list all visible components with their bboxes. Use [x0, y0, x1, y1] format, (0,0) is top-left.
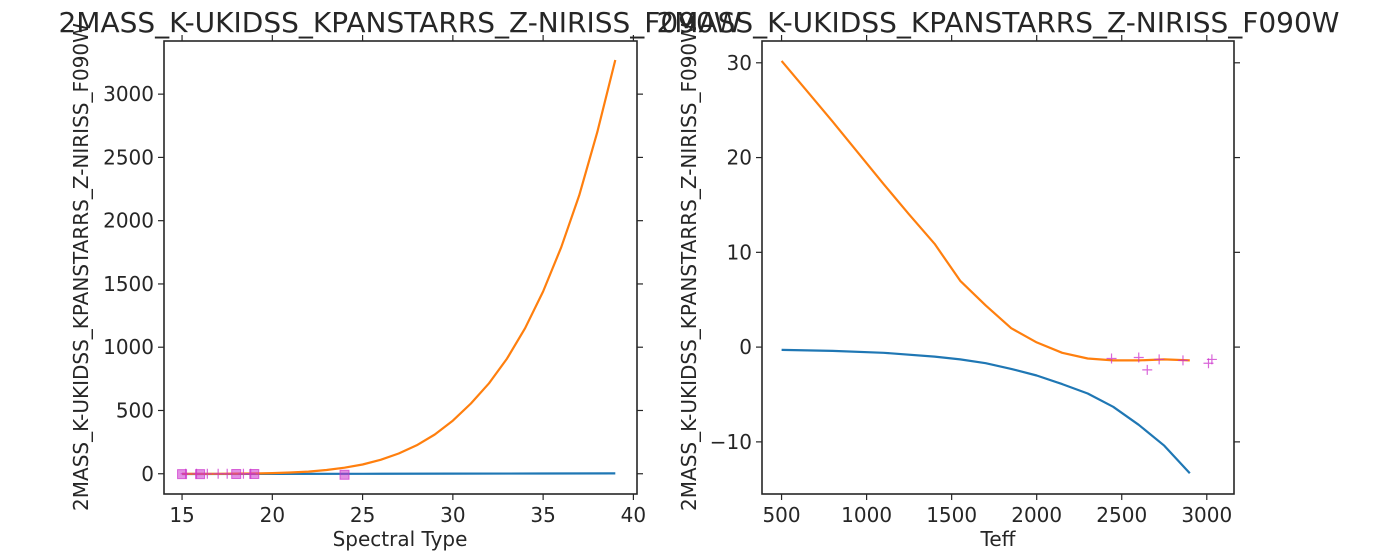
plus-marker: [213, 468, 224, 479]
plus-marker: [202, 468, 213, 479]
x-tick-label: 15: [169, 503, 194, 527]
plus-marker: [1133, 352, 1144, 363]
y-tick-label: 0: [141, 462, 154, 486]
plus-marker: [1206, 354, 1217, 365]
y-tick-label: 20: [727, 146, 752, 170]
plus-marker: [1142, 364, 1153, 375]
plot-area: 500 1000 1500 2000 2500 3000 −10 0 10 20 30: [710, 35, 1240, 527]
series-line-1: [182, 59, 617, 475]
y-axis-label: 2MASS_K-UKIDSS_KPANSTARRS_Z-NIRISS_F090W: [677, 23, 701, 511]
series-line-1: [780, 60, 1190, 362]
plus-marker: [180, 468, 191, 479]
plus-marker: [222, 468, 233, 479]
y-tick-label: 1000: [103, 335, 154, 359]
y-tick-label: 0: [739, 335, 752, 359]
x-tick-label: 30: [440, 503, 465, 527]
chart-teff: 2MASS_K-UKIDSS_KPANSTARRS_Z-NIRISS_F090W…: [656, 6, 1339, 551]
chart-title: 2MASS_K-UKIDSS_KPANSTARRS_Z-NIRISS_F090W: [58, 6, 741, 39]
plus-marker: [245, 468, 256, 479]
y-tick-label: 2500: [103, 145, 154, 169]
y-tick-label: −10: [710, 430, 752, 454]
plot-frame: [163, 40, 638, 495]
chart-spectral-type: 2MASS_K-UKIDSS_KPANSTARRS_Z-NIRISS_F090W…: [58, 6, 741, 551]
x-axis-label: Spectral Type: [333, 527, 468, 551]
x-tick-label: 35: [530, 503, 555, 527]
plus-marker: [191, 468, 202, 479]
plus-marker: [1177, 355, 1188, 366]
x-tick-label: 2500: [1096, 503, 1147, 527]
plus-marker: [1106, 353, 1117, 364]
y-tick-label: 10: [727, 240, 752, 264]
x-tick-label: 1000: [841, 503, 892, 527]
series-line-0: [781, 348, 1191, 474]
chart-title: 2MASS_K-UKIDSS_KPANSTARRS_Z-NIRISS_F090W: [656, 6, 1339, 39]
x-tick-label: 3000: [1181, 503, 1232, 527]
x-axis-label: Teff: [980, 527, 1017, 551]
plot-frame: [761, 40, 1235, 495]
y-tick-label: 1500: [103, 272, 154, 296]
square-marker: [339, 469, 350, 480]
y-axis-label: 2MASS_K-UKIDSS_KPANSTARRS_Z-NIRISS_F090W: [69, 23, 93, 511]
x-tick-label: 1500: [926, 503, 977, 527]
x-tick-label: 2000: [1011, 503, 1062, 527]
plus-marker: [1154, 354, 1165, 365]
y-tick-label: 30: [727, 51, 752, 75]
x-tick-label: 500: [762, 503, 800, 527]
x-tick-label: 25: [350, 503, 375, 527]
y-tick-label: 2000: [103, 209, 154, 233]
x-tick-label: 20: [260, 503, 285, 527]
plot-area: 15 20 25 30 35 40 0 500 1000 1500 2000 2500 3000: [103, 35, 646, 527]
y-tick-label: 500: [116, 398, 154, 422]
y-tick-label: 3000: [103, 82, 154, 106]
x-tick-label: 40: [621, 503, 646, 527]
